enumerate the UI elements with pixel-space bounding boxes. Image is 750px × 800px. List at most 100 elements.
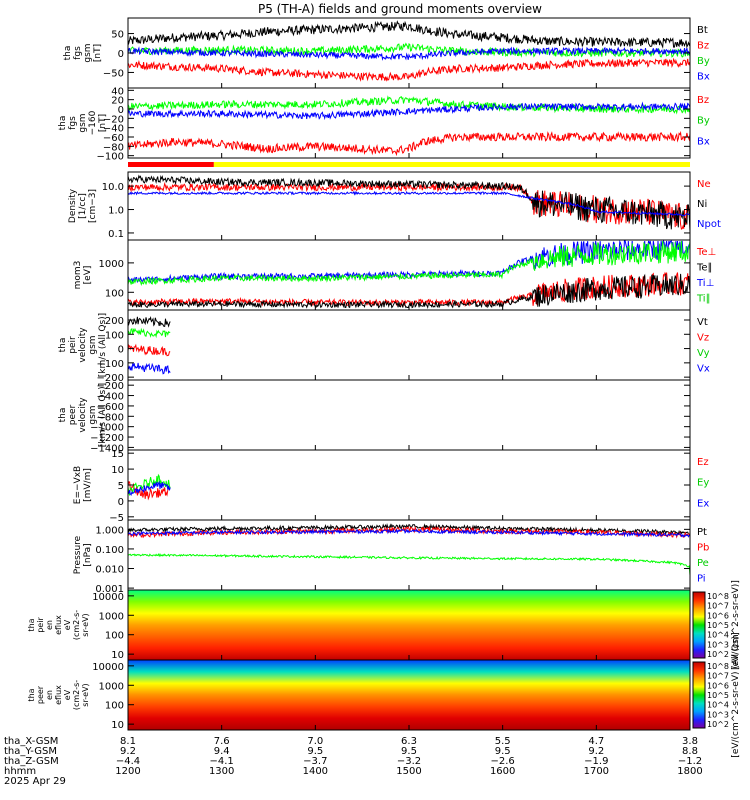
legend-Pe: Pe (697, 558, 709, 569)
y-axis-label-line: sr-eV) (81, 683, 90, 706)
y-axis-label-line: eflux (54, 615, 63, 635)
y-tick-label: −100 (97, 359, 124, 370)
y-axis-label-line: gsm (78, 113, 88, 132)
series-line-Bx (127, 101, 691, 121)
y-tick-label: 10 (111, 465, 124, 476)
y-tick-label: −400 (97, 392, 124, 403)
x-tick-label-y: 9.5 (401, 746, 417, 757)
y-tick-label: 1.0 (108, 206, 124, 217)
series-line-Ti∥ (127, 240, 691, 286)
x-tick-label-y: 9.4 (214, 746, 230, 757)
series-line-Npot (127, 190, 691, 217)
y-axis-label-line: fgs (68, 116, 78, 130)
y-tick-label: 100 (105, 330, 124, 341)
y-axis-label: tha peer velocity gsm [km/s (All Qs)] (58, 383, 108, 447)
y-tick-label: 100 (105, 288, 124, 299)
y-tick-label: 20 (111, 96, 124, 107)
y-tick-label: 1000 (99, 259, 124, 270)
legend-Bz: Bz (697, 41, 709, 52)
x-tick-label-time: 1600 (490, 766, 515, 777)
x-tick-label-time: 1300 (209, 766, 234, 777)
y-tick-label: −1200 (90, 433, 124, 444)
legend-Ne: Ne (697, 179, 711, 190)
x-tick-label-x: 4.7 (588, 736, 604, 747)
colorbar-tick-label: 10^5 (707, 621, 729, 630)
legend-Ti∥: Ti∥ (696, 294, 711, 305)
y-axis-label-line: [eV] (83, 266, 93, 285)
colorbar-tick-label: 10^3 (707, 640, 729, 649)
series-line-Ex (127, 480, 171, 497)
series-line-Pe (127, 552, 691, 576)
y-axis-label: tha peer en eflux eV (cm2-s-sr-eV) (27, 680, 90, 710)
y-tick-label: 0.010 (95, 565, 124, 576)
x-tick-label-x: 6.3 (401, 736, 417, 747)
spectrogram-image (128, 590, 690, 660)
series-line-Bz (127, 130, 691, 157)
y-axis-label-line: [km/s (All Qs)] (98, 313, 108, 377)
x-date-label: 2025 Apr 29 (4, 776, 66, 787)
colorbar-tick-label: 10^5 (707, 691, 729, 700)
y-axis-label-line: sr-eV) (81, 613, 90, 636)
y-tick-label: 10 (111, 720, 124, 731)
y-tick-label: 0.001 (95, 584, 124, 595)
panel-e-field: Ez Ey Ex 15 10 5 0 −5 E=−VxB [mV/m] (73, 449, 709, 524)
spectrogram-peir-en-eflux: 10000 1000 100 10 tha peir en eflux eV (cm2-s-sr-… (27, 580, 741, 670)
y-axis-label-line: peer (68, 404, 78, 425)
x-tick-label-x: 7.0 (307, 736, 323, 747)
legend-Pt: Pt (697, 527, 707, 538)
spectrogram-peer-en-eflux: 10000 1000 100 10 tha peer en eflux eV (cm2-s-sr-… (27, 632, 741, 757)
colorbar-tick-label: 10^4 (707, 631, 729, 640)
y-axis-label-line: [1/cc] (78, 193, 88, 219)
x-tick-label-time: 1400 (303, 766, 328, 777)
y-tick-label: 0 (118, 105, 124, 116)
y-tick-label: 1.000 (95, 525, 124, 536)
colorbar-label: [eV/(cm^2-s-sr-eV) (All Qs)] (731, 632, 741, 757)
y-tick-label: 15 (111, 449, 124, 460)
y-tick-label: −600 (97, 402, 124, 413)
series-line-Ey (127, 473, 171, 496)
x-tick-label-y: 9.5 (495, 746, 511, 757)
y-axis-label: tha fgs gsm −160 [nT] (58, 110, 108, 135)
legend-Ni: Ni (697, 199, 707, 210)
y-axis-label-line: E=−VxB (73, 466, 83, 504)
series-line-Vt (127, 316, 171, 328)
x-row-label: hhmm (4, 766, 36, 777)
x-tick-label-y: 9.2 (120, 746, 136, 757)
y-axis-label-line: (cm2-s- (72, 610, 81, 640)
y-axis-label: tha peir en eflux eV (cm2-s-sr-eV) (27, 610, 90, 640)
x-tick-label-z: −4.1 (210, 756, 234, 767)
y-axis-label-line: fgs (73, 46, 83, 60)
y-tick-label: 0 (118, 345, 124, 356)
x-tick-label-y: 9.5 (307, 746, 323, 757)
y-tick-label: −5 (109, 513, 124, 524)
y-axis-label-line: velocity (78, 397, 88, 433)
y-axis-label-line: tha (58, 408, 68, 423)
y-axis-label-line: [mV/m] (83, 468, 93, 502)
legend-Bt: Bt (697, 25, 708, 36)
series-line-Pi (127, 528, 691, 538)
x-tick-label-z: −1.2 (678, 756, 702, 767)
series-line-Bx (127, 46, 691, 61)
y-axis-label-line: velocity (78, 327, 88, 363)
y-axis-label-line: Pressure (73, 535, 83, 574)
legend-Pi: Pi (697, 574, 706, 585)
y-axis-label-line: −160 (88, 110, 98, 135)
y-tick-label: 10 (111, 650, 124, 661)
y-tick-label: 0.1 (108, 229, 124, 240)
legend-Vx: Vx (697, 364, 710, 375)
y-axis-label-line: gsm (88, 335, 98, 354)
colorbar (692, 661, 706, 729)
legend-Ey: Ey (697, 478, 709, 489)
y-axis-label-line: gsm (83, 43, 93, 62)
legend-Vz: Vz (697, 333, 709, 344)
series-line-Vx (127, 362, 171, 375)
y-axis-label-line: tha (63, 46, 73, 61)
y-axis-label-line: peir (68, 336, 78, 354)
series-line-Ne (127, 181, 691, 230)
x-tick-label-z: −3.2 (397, 756, 421, 767)
y-axis-label: tha peir velocity gsm [km/s (All Qs)] (58, 313, 108, 377)
status-bar-red (128, 162, 214, 167)
